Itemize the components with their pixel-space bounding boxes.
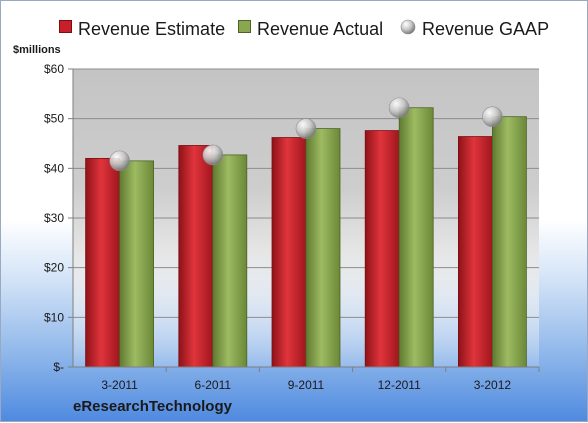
marker-revenue-gaap [388, 97, 410, 119]
legend-item: Revenue Actual [238, 15, 383, 43]
x-tick-label: 3-2011 [101, 378, 138, 392]
bar-revenue-actual [491, 116, 527, 368]
legend-swatch-gaap [400, 19, 416, 40]
y-tick-label: $10 [44, 310, 64, 324]
marker-revenue-gaap [109, 150, 130, 172]
y-tick-label: $60 [44, 62, 64, 76]
marker-revenue-gaap [295, 118, 317, 139]
legend-label: Revenue Estimate [78, 18, 226, 39]
chart-legend: Revenue Estimate Revenue Actual Revenue GA… [1, 15, 588, 43]
marker-revenue-gaap [202, 144, 224, 166]
bar-revenue-estimate [457, 136, 493, 368]
bar-revenue-actual [212, 154, 248, 368]
x-tick-label: 3-2012 [474, 378, 512, 392]
y-tick-label: $30 [44, 211, 64, 225]
y-tick-label: $40 [44, 161, 64, 175]
legend-item: Revenue Estimate [59, 15, 225, 43]
bar-revenue-actual [119, 160, 154, 368]
legend-swatch-actual [238, 20, 251, 38]
bar-revenue-estimate [178, 145, 214, 368]
legend-item: Revenue GAAP [400, 15, 549, 43]
x-tick-label: 6-2011 [195, 378, 232, 392]
y-tick-label: $50 [44, 112, 64, 126]
legend-label: Revenue GAAP [422, 18, 550, 39]
legend-swatch-estimate [59, 20, 72, 38]
x-tick-label: 9-2011 [288, 378, 325, 392]
y-tick-label: $- [53, 360, 64, 374]
bar-revenue-estimate [85, 157, 120, 368]
bar-revenue-actual [398, 107, 434, 368]
bar-revenue-estimate [271, 137, 307, 368]
bar-revenue-actual [305, 128, 341, 368]
legend-label: Revenue Actual [257, 18, 384, 39]
company-name: eResearchTechnology [73, 398, 232, 415]
y-axis-unit-label: $millions [13, 44, 61, 56]
marker-revenue-gaap [482, 106, 503, 127]
x-tick-label: 12-2011 [378, 378, 421, 392]
y-tick-label: $20 [44, 261, 64, 275]
bar-revenue-estimate [364, 130, 400, 368]
